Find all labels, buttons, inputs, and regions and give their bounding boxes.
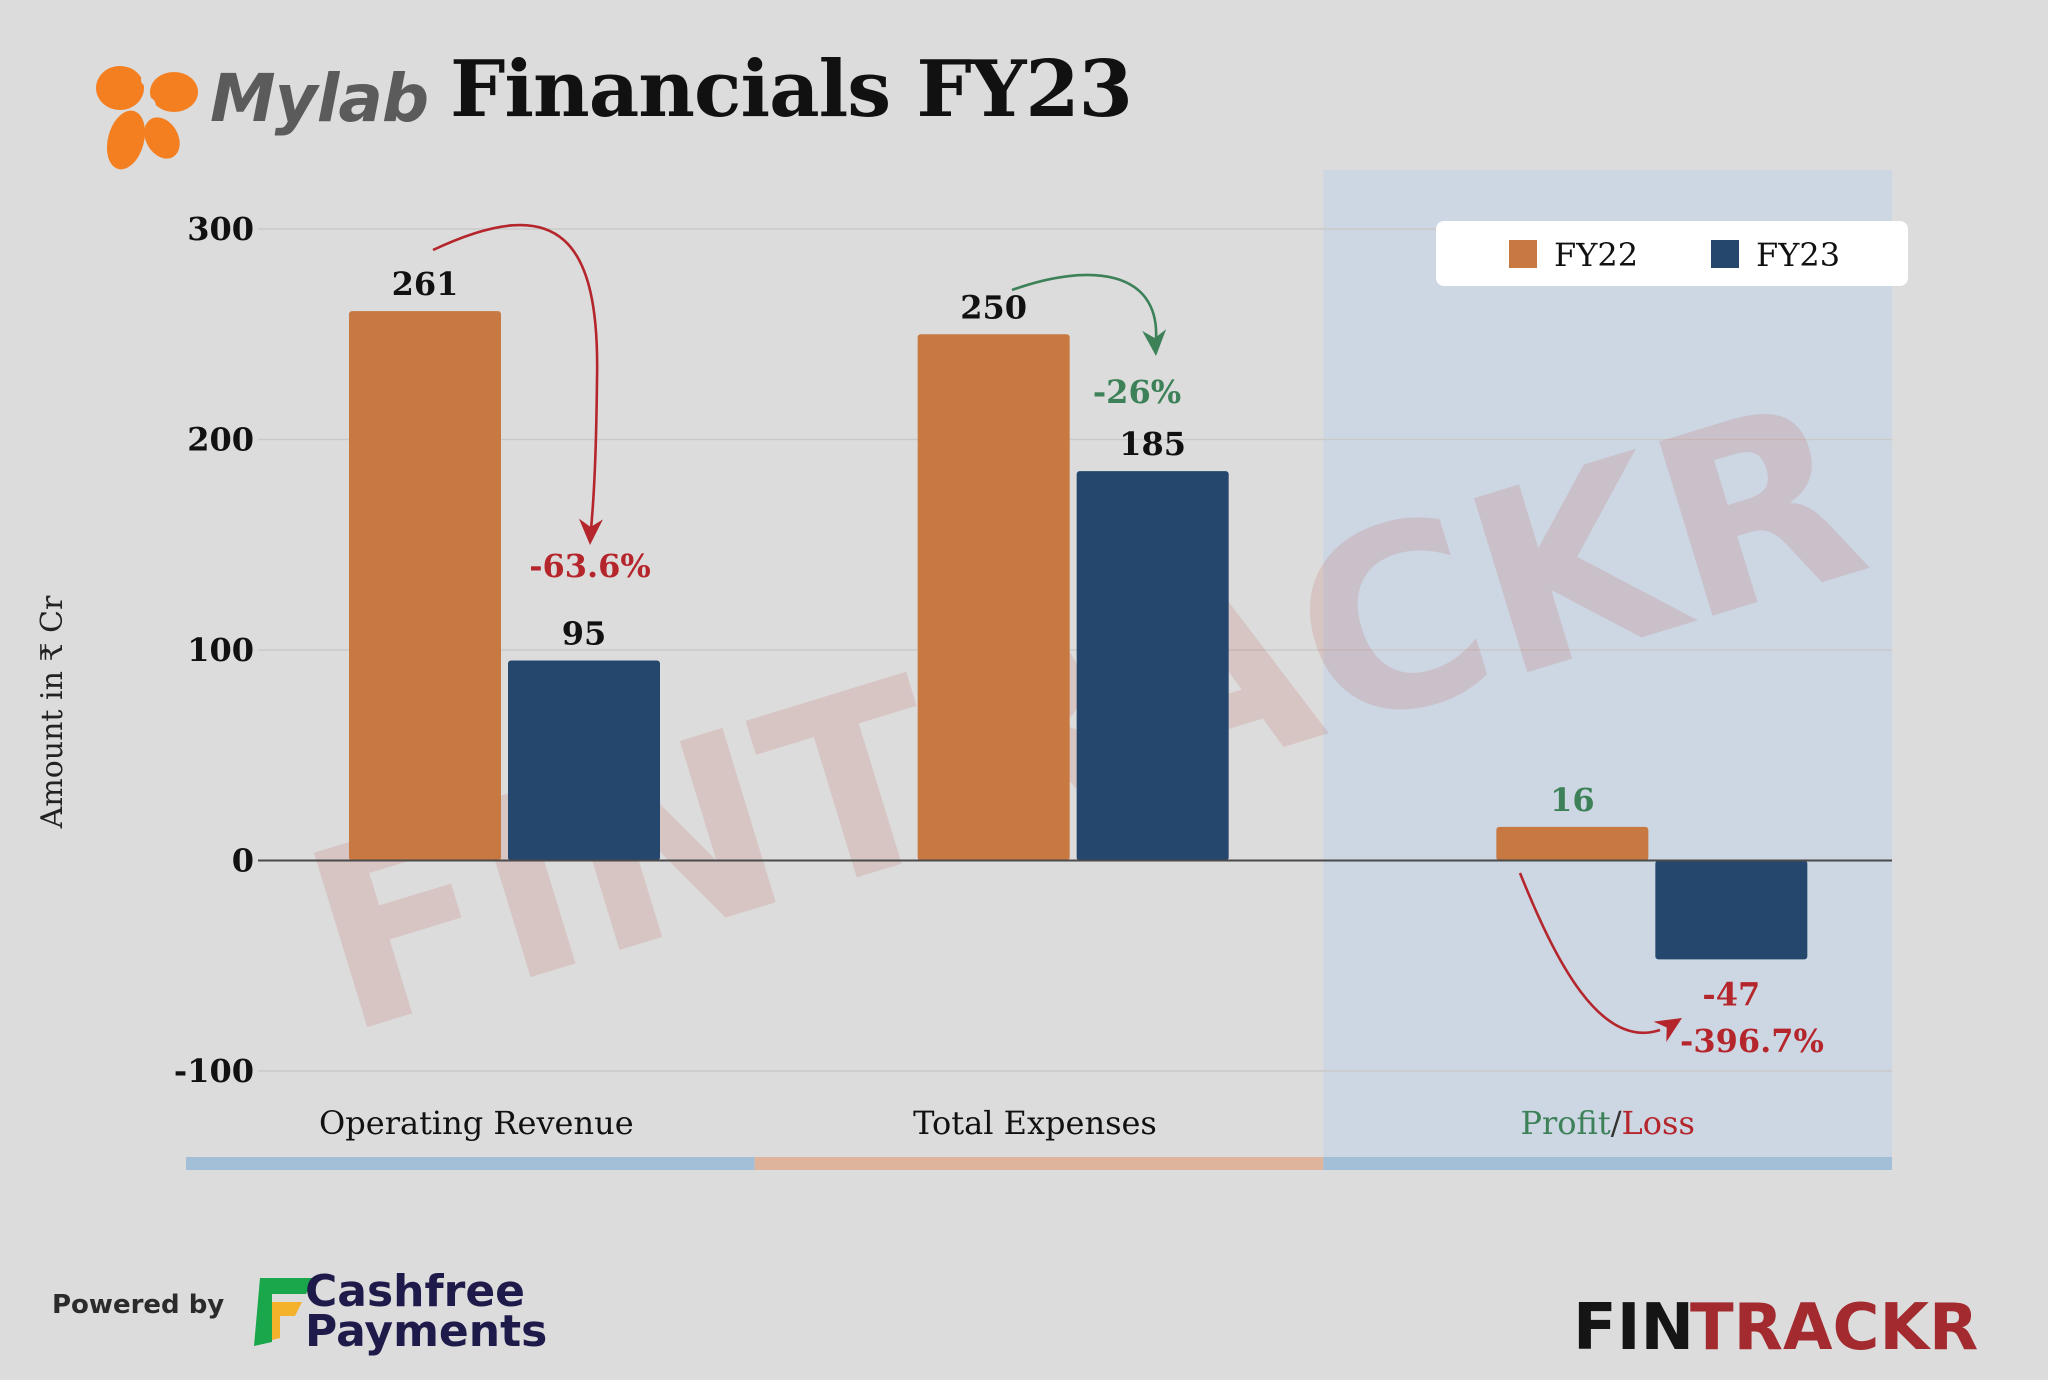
- x-tick-label: Profit/Loss: [1520, 1104, 1694, 1142]
- data-labels: 261 95 250 185 16 -47: [392, 265, 1761, 1013]
- powered-by-label: Powered by: [52, 1290, 225, 1320]
- y-tick-label: 0: [232, 842, 254, 880]
- fintrackr-logo-fin: FIN: [1573, 1291, 1695, 1365]
- category-band: [186, 1157, 755, 1170]
- bar-fy23-1: [1076, 471, 1229, 861]
- y-tick-label: 200: [187, 421, 254, 459]
- bars: [349, 311, 1808, 960]
- arrow-head-icon: [1142, 329, 1167, 356]
- change-annotation: -63.6%: [529, 547, 651, 585]
- separator-label: /: [1611, 1104, 1622, 1142]
- profit-loss-highlight: [1323, 170, 1892, 1160]
- logo-petal-bottom: [106, 110, 146, 170]
- y-tick-label: -100: [174, 1052, 254, 1090]
- x-tick-labels: Operating Revenue Total Expenses Profit/Lo…: [319, 1104, 1695, 1142]
- data-label: 261: [392, 265, 459, 303]
- change-annotations: -63.6% -26% -396.7%: [529, 373, 1824, 1060]
- category-band: [1323, 1157, 1892, 1170]
- change-arrow: [432, 223, 599, 541]
- x-tick-label: Operating Revenue: [319, 1104, 634, 1142]
- change-arrows: [432, 223, 1682, 1042]
- fintrackr-logo-trackr: TRACKR: [1690, 1291, 1979, 1365]
- change-arrow: [1518, 872, 1661, 1034]
- data-label: 185: [1119, 425, 1186, 463]
- y-axis-label: Amount in ₹ Cr: [35, 595, 70, 829]
- brand-name: Mylab: [210, 60, 429, 137]
- loss-label: Loss: [1622, 1104, 1695, 1142]
- logo-petal-left: [96, 66, 144, 110]
- bar-fy23-0: [508, 660, 660, 861]
- bar-fy22-0: [349, 311, 501, 861]
- legend-swatch-fy22: [1509, 240, 1537, 268]
- x-tick-label: Total Expenses: [913, 1104, 1157, 1142]
- category-bands: [186, 1157, 1892, 1170]
- sponsor-name-line2: Payments: [305, 1306, 548, 1357]
- logo-petal-bottom-right: [144, 117, 180, 159]
- change-arrow: [1011, 273, 1158, 341]
- y-tick-labels: 300 200 100 0 -100: [174, 210, 254, 1090]
- legend-label: FY23: [1756, 236, 1840, 274]
- bar-fy22-2: [1496, 826, 1649, 861]
- change-annotation: -26%: [1093, 373, 1181, 411]
- change-annotation: -396.7%: [1680, 1022, 1824, 1060]
- logo-petal-right: [150, 72, 198, 112]
- y-tick-label: 300: [187, 210, 254, 248]
- legend: FY22 FY23: [1436, 221, 1908, 286]
- category-band: [754, 1157, 1324, 1170]
- data-label: -47: [1702, 975, 1760, 1013]
- data-label: 95: [562, 615, 607, 653]
- legend-box: [1436, 221, 1908, 286]
- data-label: 250: [960, 288, 1027, 326]
- page-title: Financials FY23: [450, 44, 1133, 135]
- logo-head: [141, 74, 153, 86]
- arrow-head-icon: [1653, 1018, 1682, 1042]
- legend-swatch-fy23: [1711, 240, 1739, 268]
- y-tick-label: 100: [187, 631, 254, 669]
- cashfree-logo-icon: [254, 1278, 314, 1346]
- bar-fy23-2: [1655, 860, 1808, 960]
- bar-fy22-1: [917, 334, 1070, 861]
- profit-label: Profit: [1520, 1104, 1610, 1142]
- sponsor-name-line1: Cashfree: [305, 1266, 526, 1317]
- data-label: 16: [1550, 781, 1595, 819]
- logo-center: [138, 97, 156, 115]
- legend-label: FY22: [1554, 236, 1638, 274]
- mylab-logo: [96, 66, 198, 170]
- arrow-head-icon: [578, 518, 603, 545]
